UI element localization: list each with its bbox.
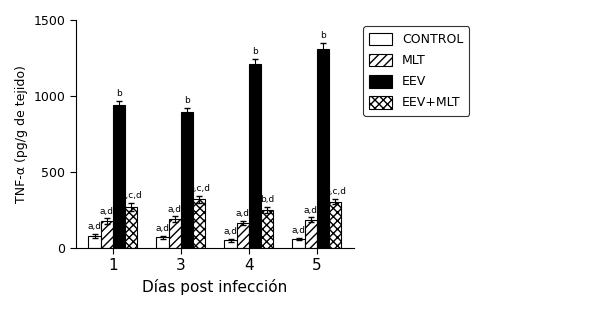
Text: a,d: a,d: [292, 226, 305, 235]
Bar: [157, 237, 169, 248]
Bar: [261, 210, 273, 248]
Bar: [125, 207, 138, 248]
Text: a,c,d: a,c,d: [120, 192, 142, 201]
Bar: [305, 220, 317, 248]
Text: a,d: a,d: [224, 228, 238, 237]
Text: b: b: [116, 89, 122, 98]
Text: a,d: a,d: [88, 222, 101, 231]
Text: a,d: a,d: [100, 207, 114, 216]
Bar: [193, 199, 205, 248]
Text: b,d: b,d: [260, 195, 275, 204]
Bar: [249, 64, 261, 248]
Bar: [181, 112, 193, 248]
Text: b,c,d: b,c,d: [324, 187, 346, 196]
Bar: [329, 202, 342, 248]
Text: a,d: a,d: [168, 205, 182, 214]
Text: b,c,d: b,c,d: [189, 184, 211, 193]
Bar: [237, 223, 249, 248]
Text: a,d: a,d: [236, 209, 250, 218]
Bar: [113, 105, 125, 248]
Text: b: b: [320, 31, 326, 40]
Text: b: b: [252, 47, 258, 56]
Bar: [225, 241, 237, 248]
Bar: [101, 221, 113, 248]
Y-axis label: TNF-α (pg/g de tejido): TNF-α (pg/g de tejido): [15, 65, 28, 203]
Bar: [317, 49, 329, 248]
X-axis label: Días post infección: Días post infección: [142, 279, 288, 295]
Legend: CONTROL, MLT, EEV, EEV+MLT: CONTROL, MLT, EEV, EEV+MLT: [363, 26, 470, 116]
Text: a,d: a,d: [155, 224, 170, 233]
Bar: [169, 219, 181, 248]
Text: a,d: a,d: [304, 206, 318, 215]
Bar: [88, 236, 101, 248]
Text: b: b: [184, 96, 190, 105]
Bar: [292, 239, 305, 248]
